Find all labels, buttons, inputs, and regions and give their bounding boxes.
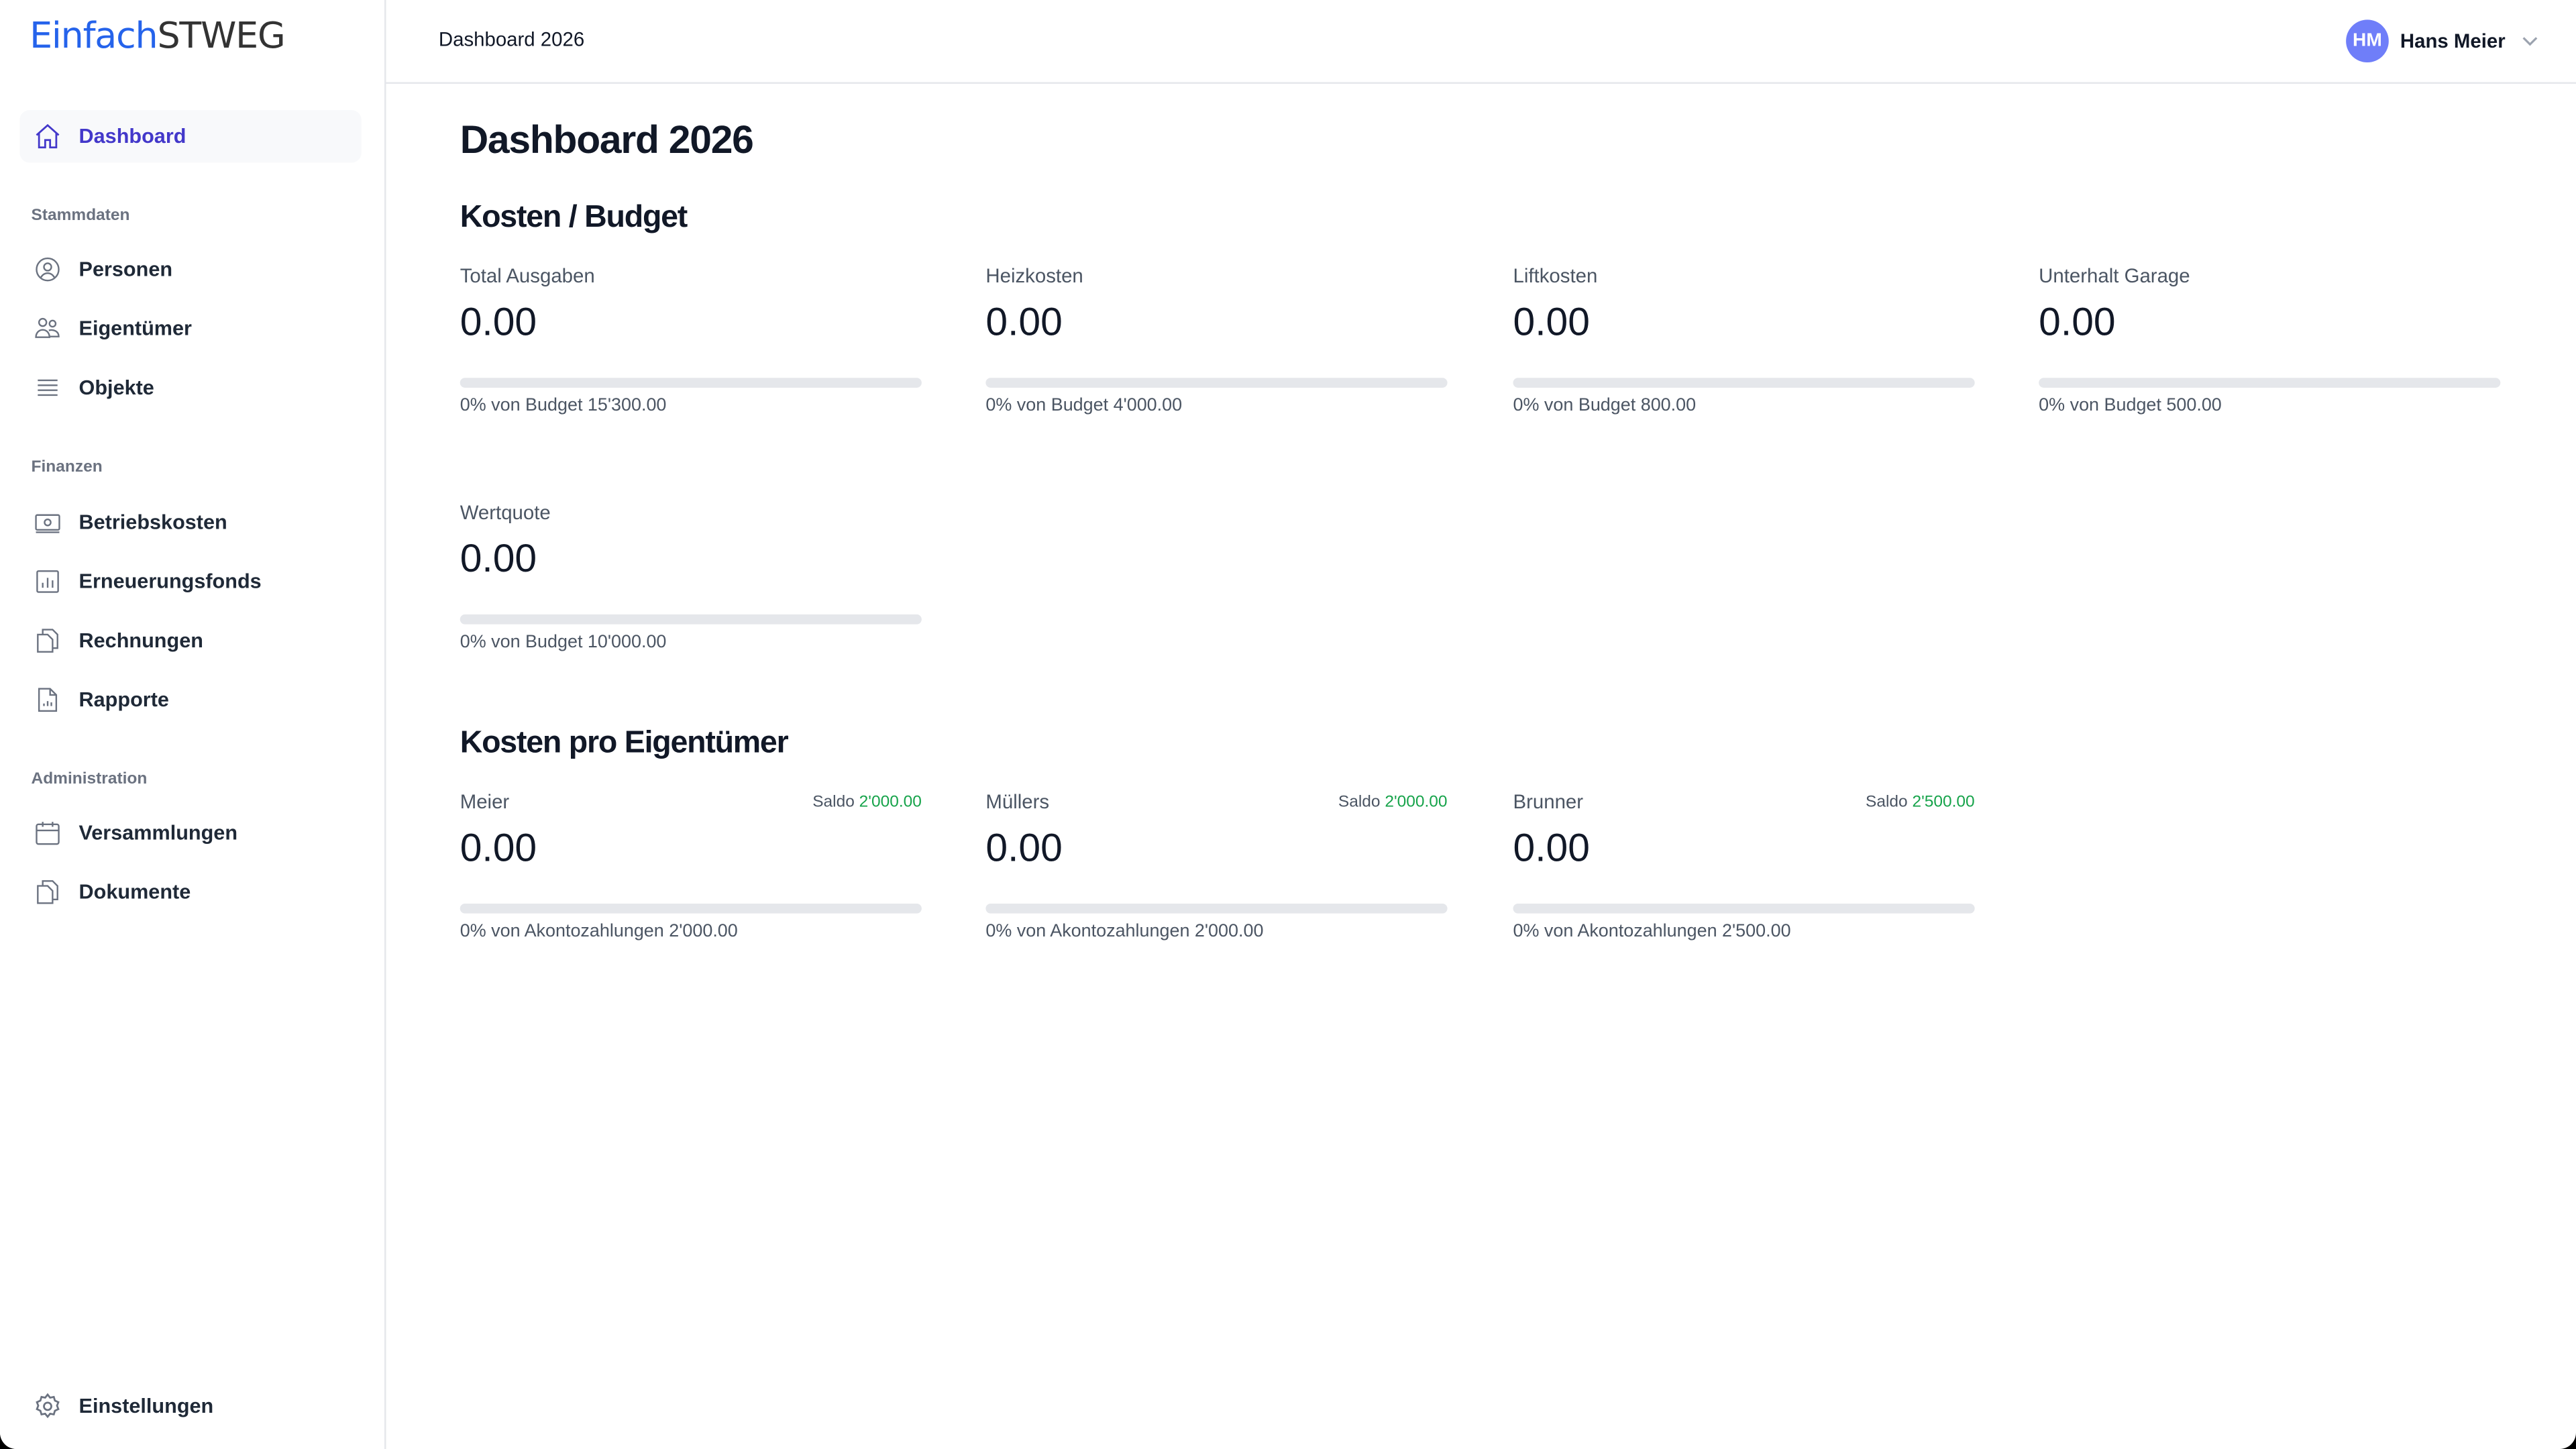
card-value: 0.00 [985, 826, 1063, 871]
card-label: Brunner [1513, 790, 1584, 814]
progress-bar [985, 903, 1448, 914]
card-caption: 0% von Akontozahlungen 2'000.00 [460, 921, 738, 942]
progress-bar [460, 378, 922, 388]
owner-heading: Kosten pro Eigentümer [460, 726, 789, 761]
sidebar-item-dashboard[interactable]: Dashboard [19, 110, 362, 163]
sidebar-section-label: Administration [31, 770, 148, 789]
sidebar-item-eigentuemer[interactable]: Eigentümer [19, 303, 361, 355]
card-caption: 0% von Budget 4'000.00 [985, 396, 1183, 416]
card-label: Meier [460, 790, 510, 814]
card-label: Total Ausgaben [460, 264, 595, 288]
card-label: Heizkosten [985, 264, 1083, 288]
user-name: Hans Meier [2400, 30, 2506, 53]
owner-card: Brunner Saldo 2'500.00 0.00 0% von Akontoz… [1513, 790, 1975, 971]
sidebar-item-versammlungen[interactable]: Versammlungen [19, 806, 361, 859]
sidebar-item-betriebskosten[interactable]: Betriebskosten [19, 496, 361, 549]
saldo: Saldo 2'000.00 [1338, 793, 1448, 812]
saldo: Saldo 2'000.00 [812, 793, 922, 812]
logo[interactable]: EinfachSTWEG [30, 16, 286, 58]
sidebar-item-rechnungen[interactable]: Rechnungen [19, 614, 361, 667]
card-value: 0.00 [1513, 301, 1590, 345]
sidebar-item-rapporte[interactable]: Rapporte [19, 674, 361, 726]
progress-bar [985, 378, 1448, 388]
progress-bar [1513, 903, 1975, 914]
card-caption: 0% von Budget 15'300.00 [460, 396, 667, 416]
card-value: 0.00 [460, 537, 537, 582]
sidebar-item-objekte[interactable]: Objekte [19, 362, 361, 414]
page-title: Dashboard 2026 [460, 118, 754, 163]
gear-icon [36, 1393, 60, 1419]
card-value: 0.00 [2039, 301, 2116, 345]
user-circle-icon [36, 257, 60, 282]
budget-card: Total Ausgaben 0.00 0% von Budget 15'300.… [460, 264, 922, 445]
card-caption: 0% von Akontozahlungen 2'500.00 [1513, 921, 1791, 942]
card-label: Müllers [985, 790, 1050, 814]
documents-icon [37, 629, 58, 653]
budget-card: Heizkosten 0.00 0% von Budget 4'000.00 [985, 264, 1448, 445]
card-label: Wertquote [460, 500, 551, 525]
budget-card: Unterhalt Garage 0.00 0% von Budget 500.0… [2039, 264, 2501, 445]
calendar-icon [36, 822, 60, 845]
card-caption: 0% von Budget 800.00 [1513, 396, 1697, 416]
card-label: Unterhalt Garage [2039, 264, 2190, 288]
chart-bar-icon [36, 570, 59, 593]
home-icon [36, 123, 60, 149]
document-chart-icon [38, 688, 58, 712]
sidebar-item-erneuerungsfonds[interactable]: Erneuerungsfonds [19, 555, 361, 608]
avatar: HM [2346, 19, 2389, 63]
sidebar-item-personen[interactable]: Personen [19, 243, 361, 295]
card-caption: 0% von Budget 500.00 [2039, 396, 2222, 416]
card-value: 0.00 [1513, 826, 1590, 871]
card-caption: 0% von Budget 10'000.00 [460, 632, 667, 653]
budget-heading: Kosten / Budget [460, 200, 688, 235]
saldo: Saldo 2'500.00 [1866, 793, 1975, 812]
sidebar: EinfachSTWEG Dashboard Stammdaten Persone… [0, 0, 386, 1449]
progress-bar [460, 614, 922, 625]
sidebar-item-einstellungen[interactable]: Einstellungen [19, 1380, 361, 1432]
budget-card: Liftkosten 0.00 0% von Budget 800.00 [1513, 264, 1975, 445]
card-caption: 0% von Akontozahlungen 2'000.00 [985, 921, 1264, 942]
sidebar-section-label: Finanzen [31, 458, 103, 477]
chevron-down-icon [2522, 37, 2538, 46]
documents-icon [37, 880, 58, 904]
card-value: 0.00 [460, 826, 537, 871]
users-icon [35, 317, 60, 338]
sidebar-item-dokumente[interactable]: Dokumente [19, 866, 361, 918]
card-label: Liftkosten [1513, 264, 1598, 288]
card-value: 0.00 [985, 301, 1063, 345]
progress-bar [460, 903, 922, 914]
budget-card: Wertquote 0.00 0% von Budget 10'000.00 [460, 501, 922, 682]
sidebar-section-label: Stammdaten [31, 207, 130, 225]
progress-bar [1513, 378, 1975, 388]
owner-card: Meier Saldo 2'000.00 0.00 0% von Akontozah… [460, 790, 922, 971]
progress-bar [2039, 378, 2501, 388]
top-bar: Dashboard 2026 HM Hans Meier [386, 0, 2576, 84]
list-icon [38, 379, 58, 396]
user-menu[interactable]: HM Hans Meier [2346, 19, 2540, 63]
breadcrumb[interactable]: Dashboard 2026 [438, 28, 585, 51]
banknote-icon [35, 514, 60, 533]
card-value: 0.00 [460, 301, 537, 345]
owner-card: Müllers Saldo 2'000.00 0.00 0% von Akontoz… [985, 790, 1448, 971]
